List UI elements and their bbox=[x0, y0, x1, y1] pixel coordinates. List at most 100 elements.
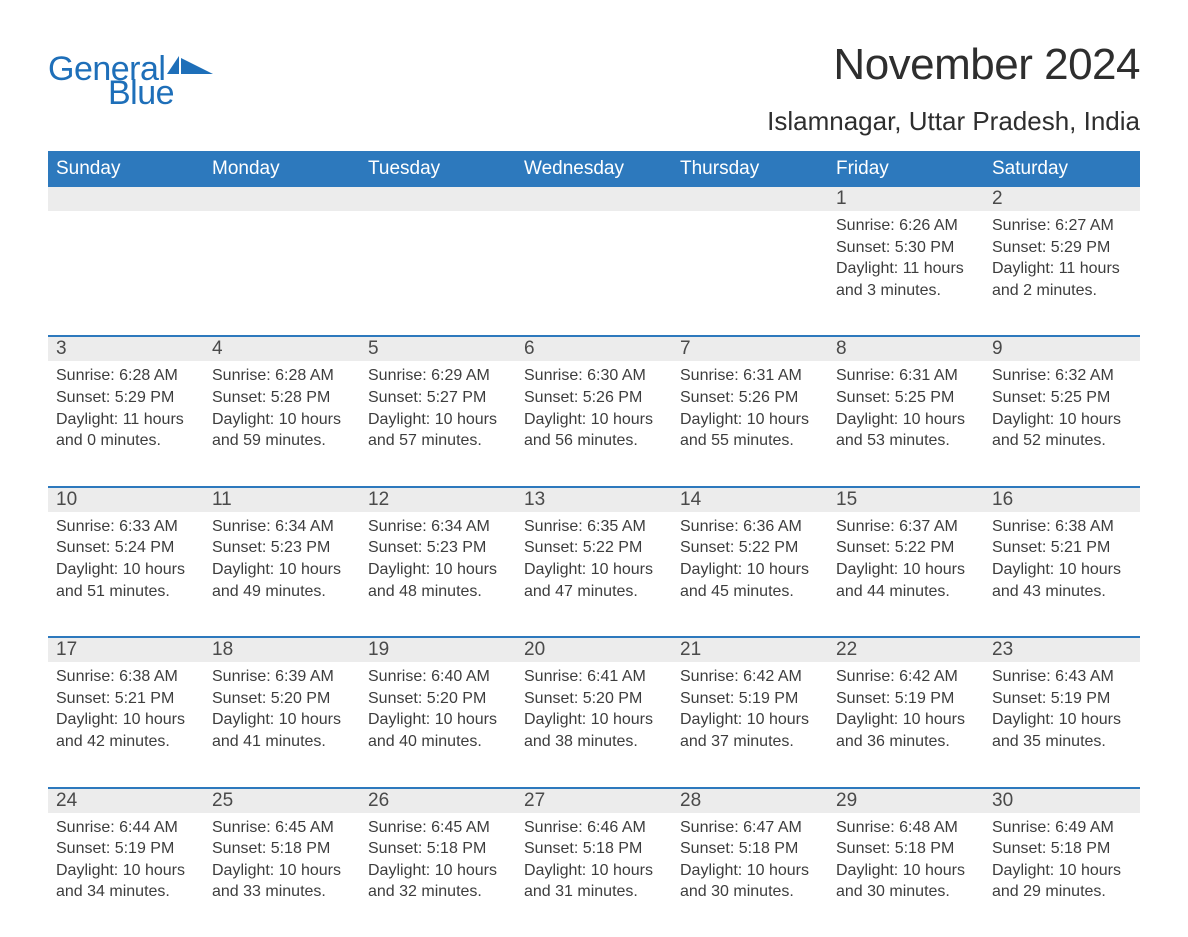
daylight-text: Daylight: 10 hours and 30 minutes. bbox=[680, 860, 820, 903]
sunset-text: Sunset: 5:28 PM bbox=[212, 387, 352, 409]
sunrise-text: Sunrise: 6:41 AM bbox=[524, 666, 664, 688]
week-row: 17181920212223Sunrise: 6:38 AMSunset: 5:… bbox=[48, 636, 1140, 786]
dow-thursday: Thursday bbox=[672, 151, 828, 187]
daylight-text: Daylight: 10 hours and 56 minutes. bbox=[524, 409, 664, 452]
sunrise-text: Sunrise: 6:34 AM bbox=[212, 516, 352, 538]
day-number: 26 bbox=[360, 789, 516, 813]
sunrise-text: Sunrise: 6:44 AM bbox=[56, 817, 196, 839]
sunrise-text: Sunrise: 6:38 AM bbox=[56, 666, 196, 688]
day-number: 21 bbox=[672, 638, 828, 662]
day-number bbox=[48, 187, 204, 211]
day-number: 16 bbox=[984, 488, 1140, 512]
sunset-text: Sunset: 5:18 PM bbox=[992, 838, 1132, 860]
sunset-text: Sunset: 5:20 PM bbox=[524, 688, 664, 710]
day-number bbox=[204, 187, 360, 211]
sunrise-text: Sunrise: 6:26 AM bbox=[836, 215, 976, 237]
sunrise-text: Sunrise: 6:38 AM bbox=[992, 516, 1132, 538]
daylight-text: Daylight: 11 hours and 3 minutes. bbox=[836, 258, 976, 301]
weeks-container: 12Sunrise: 6:26 AMSunset: 5:30 PMDayligh… bbox=[48, 187, 1140, 937]
daylight-text: Daylight: 10 hours and 48 minutes. bbox=[368, 559, 508, 602]
daylight-text: Daylight: 10 hours and 45 minutes. bbox=[680, 559, 820, 602]
dow-sunday: Sunday bbox=[48, 151, 204, 187]
week-row: 12Sunrise: 6:26 AMSunset: 5:30 PMDayligh… bbox=[48, 187, 1140, 335]
day-number: 11 bbox=[204, 488, 360, 512]
day-detail bbox=[516, 211, 672, 301]
sunset-text: Sunset: 5:30 PM bbox=[836, 237, 976, 259]
dow-monday: Monday bbox=[204, 151, 360, 187]
sunrise-text: Sunrise: 6:45 AM bbox=[212, 817, 352, 839]
sunset-text: Sunset: 5:27 PM bbox=[368, 387, 508, 409]
sunset-text: Sunset: 5:24 PM bbox=[56, 537, 196, 559]
week-row: 3456789Sunrise: 6:28 AMSunset: 5:29 PMDa… bbox=[48, 335, 1140, 485]
sunset-text: Sunset: 5:19 PM bbox=[680, 688, 820, 710]
daylight-text: Daylight: 10 hours and 53 minutes. bbox=[836, 409, 976, 452]
day-number: 27 bbox=[516, 789, 672, 813]
sunset-text: Sunset: 5:26 PM bbox=[680, 387, 820, 409]
sunset-text: Sunset: 5:18 PM bbox=[524, 838, 664, 860]
daylight-text: Daylight: 11 hours and 0 minutes. bbox=[56, 409, 196, 452]
day-detail: Sunrise: 6:49 AMSunset: 5:18 PMDaylight:… bbox=[984, 813, 1140, 903]
day-detail: Sunrise: 6:26 AMSunset: 5:30 PMDaylight:… bbox=[828, 211, 984, 301]
day-number: 10 bbox=[48, 488, 204, 512]
sunset-text: Sunset: 5:18 PM bbox=[212, 838, 352, 860]
sunrise-text: Sunrise: 6:34 AM bbox=[368, 516, 508, 538]
day-detail bbox=[360, 211, 516, 301]
day-number: 17 bbox=[48, 638, 204, 662]
day-detail-row: Sunrise: 6:44 AMSunset: 5:19 PM Daylight:… bbox=[48, 813, 1140, 937]
daylight-text: Daylight: 10 hours and 31 minutes. bbox=[524, 860, 664, 903]
sunset-text: Sunset: 5:18 PM bbox=[680, 838, 820, 860]
day-detail: Sunrise: 6:41 AMSunset: 5:20 PMDaylight:… bbox=[516, 662, 672, 752]
day-detail: Sunrise: 6:31 AMSunset: 5:25 PMDaylight:… bbox=[828, 361, 984, 451]
day-detail: Sunrise: 6:28 AMSunset: 5:28 PMDaylight:… bbox=[204, 361, 360, 451]
day-number: 24 bbox=[48, 789, 204, 813]
sunset-text: Sunset: 5:26 PM bbox=[524, 387, 664, 409]
sunset-text: Sunset: 5:23 PM bbox=[368, 537, 508, 559]
sunrise-text: Sunrise: 6:45 AM bbox=[368, 817, 508, 839]
day-number-row: 3456789 bbox=[48, 337, 1140, 361]
daylight-text: Daylight: 10 hours and 40 minutes. bbox=[368, 709, 508, 752]
sunrise-text: Sunrise: 6:37 AM bbox=[836, 516, 976, 538]
sunrise-text: Sunrise: 6:47 AM bbox=[680, 817, 820, 839]
sunset-text: Sunset: 5:18 PM bbox=[368, 838, 508, 860]
sunrise-text: Sunrise: 6:40 AM bbox=[368, 666, 508, 688]
sunrise-text: Sunrise: 6:29 AM bbox=[368, 365, 508, 387]
week-row: 24252627282930Sunrise: 6:44 AMSunset: 5:… bbox=[48, 787, 1140, 937]
sunset-text: Sunset: 5:20 PM bbox=[368, 688, 508, 710]
day-number: 18 bbox=[204, 638, 360, 662]
day-detail: Sunrise: 6:42 AMSunset: 5:19 PMDaylight:… bbox=[828, 662, 984, 752]
day-number: 7 bbox=[672, 337, 828, 361]
daylight-text: Daylight: 10 hours and 37 minutes. bbox=[680, 709, 820, 752]
day-number bbox=[360, 187, 516, 211]
daylight-text: Daylight: 10 hours and 59 minutes. bbox=[212, 409, 352, 452]
day-detail: Sunrise: 6:38 AMSunset: 5:21 PMDaylight:… bbox=[984, 512, 1140, 602]
day-number: 3 bbox=[48, 337, 204, 361]
day-number-row: 24252627282930 bbox=[48, 789, 1140, 813]
sunset-text: Sunset: 5:21 PM bbox=[56, 688, 196, 710]
day-detail: Sunrise: 6:39 AMSunset: 5:20 PMDaylight:… bbox=[204, 662, 360, 752]
week-row: 10111213141516Sunrise: 6:33 AMSunset: 5:… bbox=[48, 486, 1140, 636]
dow-tuesday: Tuesday bbox=[360, 151, 516, 187]
sunset-text: Sunset: 5:22 PM bbox=[836, 537, 976, 559]
day-number: 5 bbox=[360, 337, 516, 361]
daylight-text: Daylight: 10 hours and 29 minutes. bbox=[992, 860, 1132, 903]
day-detail-row: Sunrise: 6:33 AMSunset: 5:24 PMDaylight:… bbox=[48, 512, 1140, 636]
daylight-text: Daylight: 10 hours and 49 minutes. bbox=[212, 559, 352, 602]
day-number: 8 bbox=[828, 337, 984, 361]
sunset-text: Sunset: 5:22 PM bbox=[680, 537, 820, 559]
daylight-text: Daylight: 10 hours and 51 minutes. bbox=[56, 559, 196, 602]
daylight-text: Daylight: 10 hours and 43 minutes. bbox=[992, 559, 1132, 602]
brand-text-block: General Blue bbox=[48, 50, 215, 113]
day-number: 28 bbox=[672, 789, 828, 813]
sunset-text: Sunset: 5:18 PM bbox=[836, 838, 976, 860]
day-number: 12 bbox=[360, 488, 516, 512]
day-detail: Sunrise: 6:46 AMSunset: 5:18 PMDaylight:… bbox=[516, 813, 672, 903]
day-detail-row: Sunrise: 6:28 AMSunset: 5:29 PMDaylight:… bbox=[48, 361, 1140, 485]
sunrise-text: Sunrise: 6:30 AM bbox=[524, 365, 664, 387]
sunrise-text: Sunrise: 6:31 AM bbox=[680, 365, 820, 387]
day-number: 29 bbox=[828, 789, 984, 813]
day-number: 20 bbox=[516, 638, 672, 662]
sunset-text: Sunset: 5:19 PM bbox=[56, 838, 196, 860]
day-of-week-header: Sunday Monday Tuesday Wednesday Thursday… bbox=[48, 151, 1140, 187]
sunrise-text: Sunrise: 6:28 AM bbox=[56, 365, 196, 387]
sunrise-text: Sunrise: 6:36 AM bbox=[680, 516, 820, 538]
